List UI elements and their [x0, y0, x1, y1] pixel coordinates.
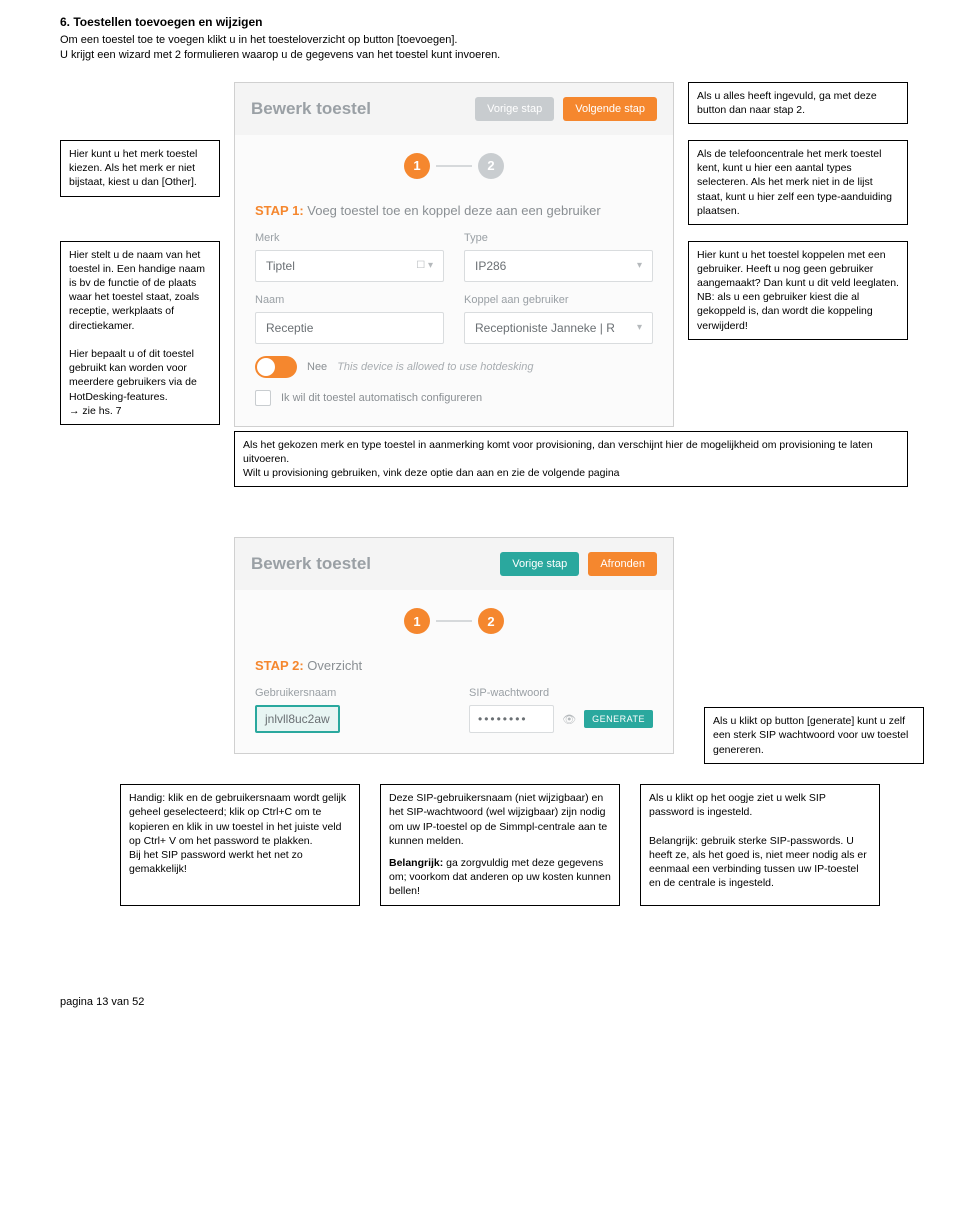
label-merk: Merk	[255, 232, 444, 244]
vorige-stap-button-2[interactable]: Vorige stap	[500, 552, 579, 576]
bottom-callouts-row: Handig: klik en de gebruikersnaam wordt …	[120, 784, 880, 905]
step1-label-bold: STAP 1:	[255, 203, 304, 218]
step-line-2	[436, 620, 472, 622]
sip-info-bold: Belangrijk:	[389, 857, 443, 869]
label-gebruikersnaam: Gebruikersnaam	[255, 687, 439, 699]
callout-merk-kiezen: Hier kunt u het merk toestel kiezen. Als…	[60, 140, 220, 197]
koppel-value: Receptioniste Janneke | R	[475, 321, 615, 335]
panel1-title: Bewerk toestel	[251, 99, 371, 119]
step1-label-rest: Voeg toestel toe en koppel deze aan een …	[304, 203, 601, 218]
eye-icon[interactable]: 👁	[562, 713, 576, 726]
label-koppel: Koppel aan gebruiker	[464, 294, 653, 306]
autoconfig-checkbox[interactable]	[255, 390, 271, 406]
autoconfig-label: Ik wil dit toestel automatisch configure…	[281, 392, 482, 404]
sip-password-value: ••••••••	[478, 712, 528, 726]
hotdesking-toggle[interactable]	[255, 356, 297, 378]
callout-type-kiezen: Als de telefooncentrale het merk toestel…	[688, 140, 908, 225]
volgende-stap-button[interactable]: Volgende stap	[563, 97, 657, 121]
merk-value: Tiptel	[266, 259, 295, 273]
chevron-down-icon: ▾	[637, 260, 642, 271]
step2-wrap: Bewerk toestel Vorige stap Afronden 1 2 …	[234, 537, 674, 754]
step2-label-bold: STAP 2:	[255, 658, 304, 673]
koppel-select[interactable]: Receptioniste Janneke | R ▾	[464, 312, 653, 344]
callout-generate: Als u klikt op button [generate] kunt u …	[704, 707, 924, 764]
merk-select-icons: ☐ ▾	[416, 260, 433, 271]
callout-done-button: Als u alles heeft ingevuld, ga met deze …	[688, 82, 908, 124]
step-dot-1b: 1	[404, 608, 430, 634]
callout-eye-tip: Als u klikt op het oogje ziet u welk SIP…	[640, 784, 880, 905]
chevron-down-icon: ▾	[637, 322, 642, 333]
callout-naam-hotdesk: Hier stelt u de naam van het toestel in.…	[60, 241, 220, 425]
step-dot-1: 1	[404, 153, 430, 179]
label-type: Type	[464, 232, 653, 244]
merk-select[interactable]: Tiptel ☐ ▾	[255, 250, 444, 282]
sip-username-field[interactable]: jnlvll8uc2aw	[255, 705, 340, 733]
label-naam: Naam	[255, 294, 444, 306]
sip-info-p1: Deze SIP-gebruikersnaam (niet wijzigbaar…	[389, 791, 611, 848]
wizard-steps-2: 1 2	[235, 590, 673, 640]
toggle-desc: This device is allowed to use hotdesking	[337, 361, 533, 373]
page-footer: pagina 13 van 52	[60, 996, 900, 1008]
label-sip-wachtwoord: SIP-wachtwoord	[469, 687, 653, 699]
naam-value: Receptie	[266, 321, 313, 335]
step-dot-2: 2	[478, 153, 504, 179]
generate-button[interactable]: GENERATE	[584, 710, 653, 728]
sip-password-field[interactable]: ••••••••	[469, 705, 554, 733]
panel2-title: Bewerk toestel	[251, 554, 371, 574]
afronden-button[interactable]: Afronden	[588, 552, 657, 576]
step1-grid: Als u alles heeft ingevuld, ga met deze …	[60, 82, 900, 488]
step-line	[436, 165, 472, 167]
intro-text: Om een toestel toe te voegen klikt u in …	[60, 33, 900, 64]
toggle-word: Nee	[307, 361, 327, 373]
panel1-header: Bewerk toestel Vorige stap Volgende stap	[235, 83, 673, 135]
callout-sip-info: Deze SIP-gebruikersnaam (niet wijzigbaar…	[380, 784, 620, 905]
step2-label-rest: Overzicht	[304, 658, 363, 673]
wizard-steps-1: 1 2	[235, 135, 673, 185]
type-select[interactable]: IP286 ▾	[464, 250, 653, 282]
vorige-stap-button[interactable]: Vorige stap	[475, 97, 554, 121]
callout-copy-tip: Handig: klik en de gebruikersnaam wordt …	[120, 784, 360, 905]
callout-koppel: Hier kunt u het toestel koppelen met een…	[688, 241, 908, 340]
bewerk-toestel-step1-panel: Bewerk toestel Vorige stap Volgende stap…	[234, 82, 674, 427]
callout-provisioning: Als het gekozen merk en type toestel in …	[234, 431, 908, 488]
panel2-header: Bewerk toestel Vorige stap Afronden	[235, 538, 673, 590]
step2-label: STAP 2: Overzicht	[255, 658, 653, 673]
section-title: 6. Toestellen toevoegen en wijzigen	[60, 15, 900, 29]
naam-input[interactable]: Receptie	[255, 312, 444, 344]
step1-label: STAP 1: Voeg toestel toe en koppel deze …	[255, 203, 653, 218]
bewerk-toestel-step2-panel: Bewerk toestel Vorige stap Afronden 1 2 …	[234, 537, 674, 754]
type-value: IP286	[475, 259, 506, 273]
step-dot-2b: 2	[478, 608, 504, 634]
